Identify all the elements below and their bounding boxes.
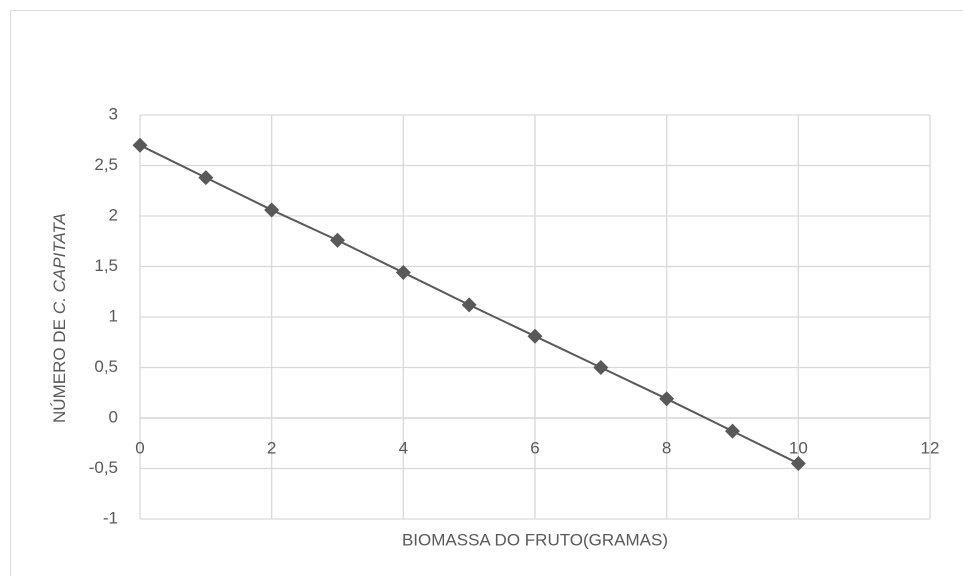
data-marker bbox=[132, 137, 148, 153]
y-label-italic: C. CAPITATA bbox=[50, 213, 69, 314]
data-marker bbox=[330, 232, 345, 248]
data-marker bbox=[264, 202, 280, 218]
y-tick-label: -1 bbox=[103, 508, 118, 527]
y-tick-label: 0 bbox=[109, 407, 118, 426]
data-marker bbox=[593, 360, 609, 375]
y-axis-label: NÚMERO DE C. CAPITATA bbox=[50, 213, 69, 423]
chart-area bbox=[10, 10, 963, 576]
data-marker bbox=[198, 170, 214, 186]
x-tick-label: 6 bbox=[530, 438, 539, 457]
y-tick-label: 1 bbox=[109, 306, 118, 325]
data-marker bbox=[725, 423, 740, 439]
x-tick-label: 4 bbox=[399, 438, 408, 457]
x-tick-label: 0 bbox=[135, 438, 144, 457]
data-marker bbox=[527, 328, 543, 344]
y-tick-label: 0,5 bbox=[94, 357, 118, 376]
x-tick-label: 12 bbox=[921, 438, 940, 457]
y-label-text: NÚMERO DE bbox=[50, 319, 69, 423]
data-marker bbox=[790, 455, 806, 471]
data-marker bbox=[461, 297, 477, 313]
y-tick-label: 2 bbox=[109, 205, 118, 224]
data-marker bbox=[395, 265, 411, 281]
y-tick-label: 3 bbox=[109, 104, 118, 123]
y-tick-label: 1,5 bbox=[94, 256, 118, 275]
x-tick-label: 8 bbox=[662, 438, 671, 457]
data-marker bbox=[659, 391, 675, 407]
y-tick-label: 2,5 bbox=[94, 155, 118, 174]
x-tick-label: 2 bbox=[267, 438, 276, 457]
x-tick-label: 10 bbox=[789, 438, 808, 457]
x-axis-label: BIOMASSA DO FRUTO(GRAMAS) bbox=[402, 530, 668, 549]
y-tick-label: -0,5 bbox=[89, 458, 118, 477]
